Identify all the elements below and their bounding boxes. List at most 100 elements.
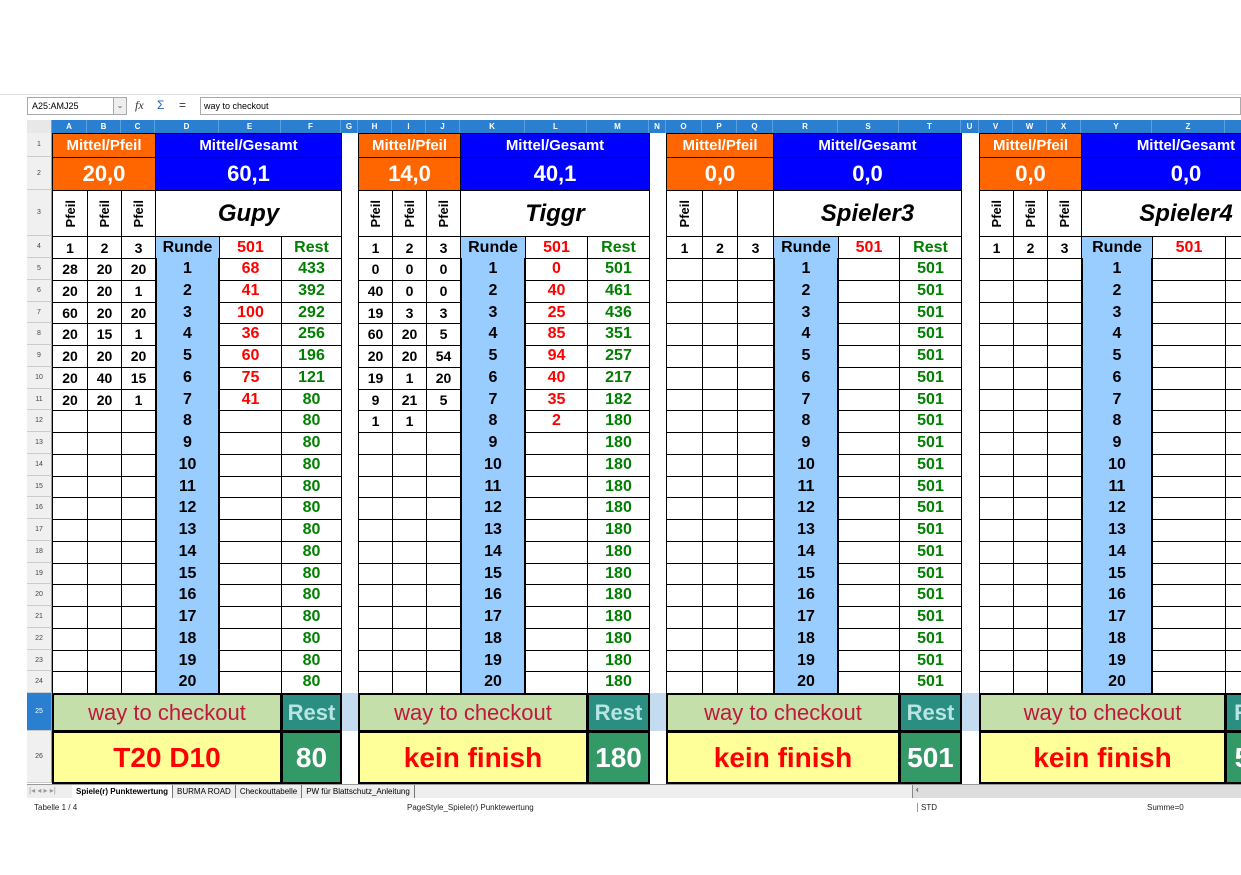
round-number[interactable]: 6 [460,367,526,390]
dart-score-cell[interactable] [979,476,1014,498]
round-rest[interactable] [1225,280,1241,303]
dart-score-cell[interactable] [426,628,461,651]
round-number[interactable]: 2 [460,280,526,303]
round-rest[interactable] [1225,497,1241,520]
dart-score-cell[interactable] [666,432,703,455]
column-header-q[interactable]: Q [737,120,773,133]
round-number[interactable]: 20 [460,671,526,694]
round-score[interactable] [525,454,588,477]
column-header-y[interactable]: Y [1081,120,1152,133]
way-to-checkout-label[interactable]: way to checkout [52,693,282,732]
round-score[interactable] [219,497,282,520]
round-number[interactable]: 17 [1081,606,1153,629]
column-header-c[interactable]: C [121,120,155,133]
checkout-suggestion[interactable]: kein finish [666,731,900,784]
round-score[interactable]: 41 [219,280,282,303]
round-number[interactable]: 16 [773,584,839,607]
dart-score-cell[interactable] [737,367,774,390]
row-header-22[interactable]: 22 [27,628,52,650]
round-score[interactable] [838,628,900,651]
dart-score-cell[interactable]: 1 [358,410,393,433]
dart-score-cell[interactable] [87,476,122,498]
round-score[interactable] [219,628,282,651]
dart-score-cell[interactable] [666,389,703,411]
round-rest[interactable]: 501 [899,541,962,564]
dart-score-cell[interactable]: 1 [392,367,427,390]
round-score[interactable] [1152,323,1226,346]
round-rest[interactable]: 182 [587,389,650,411]
column-header-z[interactable]: Z [1152,120,1225,133]
dart-score-cell[interactable] [666,476,703,498]
row-header-7[interactable]: 7 [27,302,52,323]
dart-score-cell[interactable] [1047,497,1082,520]
column-header-l[interactable]: L [525,120,587,133]
round-rest[interactable]: 501 [899,650,962,672]
round-number[interactable]: 13 [155,519,220,542]
round-score[interactable] [1152,497,1226,520]
round-rest[interactable]: 80 [281,454,342,477]
dart-score-cell[interactable] [121,410,156,433]
round-number[interactable]: 4 [773,323,839,346]
column-header-p[interactable]: P [702,120,737,133]
dart-score-cell[interactable] [979,541,1014,564]
round-number[interactable]: 7 [773,389,839,411]
dart-score-cell[interactable] [702,497,738,520]
dart-number-header[interactable]: 2 [702,236,738,259]
dart-score-cell[interactable] [737,410,774,433]
dart-score-cell[interactable]: 20 [87,302,122,324]
round-score[interactable] [838,497,900,520]
dart-score-cell[interactable] [666,606,703,629]
dart-score-cell[interactable] [358,671,393,694]
dart-score-cell[interactable] [702,628,738,651]
dart-score-cell[interactable] [737,628,774,651]
dart-score-cell[interactable] [1013,432,1048,455]
dart-score-cell[interactable] [1047,280,1082,303]
dart-score-cell[interactable] [979,258,1014,281]
column-header-k[interactable]: K [460,120,525,133]
round-score[interactable] [1152,432,1226,455]
dart-score-cell[interactable] [666,563,703,585]
round-number[interactable]: 19 [1081,650,1153,672]
round-score[interactable] [1152,345,1226,368]
column-header-v[interactable]: V [979,120,1013,133]
dart-score-cell[interactable] [52,671,88,694]
round-number[interactable]: 10 [1081,454,1153,477]
dart-score-cell[interactable] [666,497,703,520]
round-rest[interactable]: 501 [899,497,962,520]
round-score[interactable]: 2 [525,410,588,433]
dart-score-cell[interactable] [121,628,156,651]
round-rest[interactable]: 80 [281,628,342,651]
dart-score-cell[interactable]: 20 [426,367,461,390]
round-number[interactable]: 12 [1081,497,1153,520]
round-number[interactable]: 11 [1081,476,1153,498]
way-to-checkout-label[interactable]: way to checkout [358,693,588,732]
dart-score-cell[interactable] [666,671,703,694]
round-number[interactable]: 12 [773,497,839,520]
dart-score-cell[interactable] [1047,541,1082,564]
dart-score-cell[interactable] [392,541,427,564]
round-rest[interactable]: 180 [587,519,650,542]
round-rest[interactable]: 180 [587,410,650,433]
round-rest[interactable]: 433 [281,258,342,281]
dart-score-cell[interactable] [87,410,122,433]
function-wizard-icon[interactable]: fx [135,98,144,112]
column-header-f[interactable]: F [281,120,341,133]
dart-score-cell[interactable] [392,650,427,672]
row-header-10[interactable]: 10 [27,367,52,389]
round-number[interactable]: 6 [773,367,839,390]
runde-header[interactable]: Runde [155,236,220,259]
round-rest[interactable]: 501 [899,671,962,694]
player-name[interactable]: Spieler3 [773,190,962,237]
dart-score-cell[interactable] [1013,497,1048,520]
dart-number-header[interactable]: 2 [392,236,427,259]
dart-score-cell[interactable] [52,454,88,477]
dart-score-cell[interactable] [392,497,427,520]
round-rest[interactable]: 257 [587,345,650,368]
pfeil-header-cell[interactable]: Pfeil [52,190,88,237]
dart-score-cell[interactable] [666,584,703,607]
dart-score-cell[interactable] [737,476,774,498]
round-rest[interactable]: 501 [899,628,962,651]
dart-score-cell[interactable] [702,367,738,390]
dart-score-cell[interactable]: 5 [426,323,461,346]
dart-score-cell[interactable] [737,671,774,694]
